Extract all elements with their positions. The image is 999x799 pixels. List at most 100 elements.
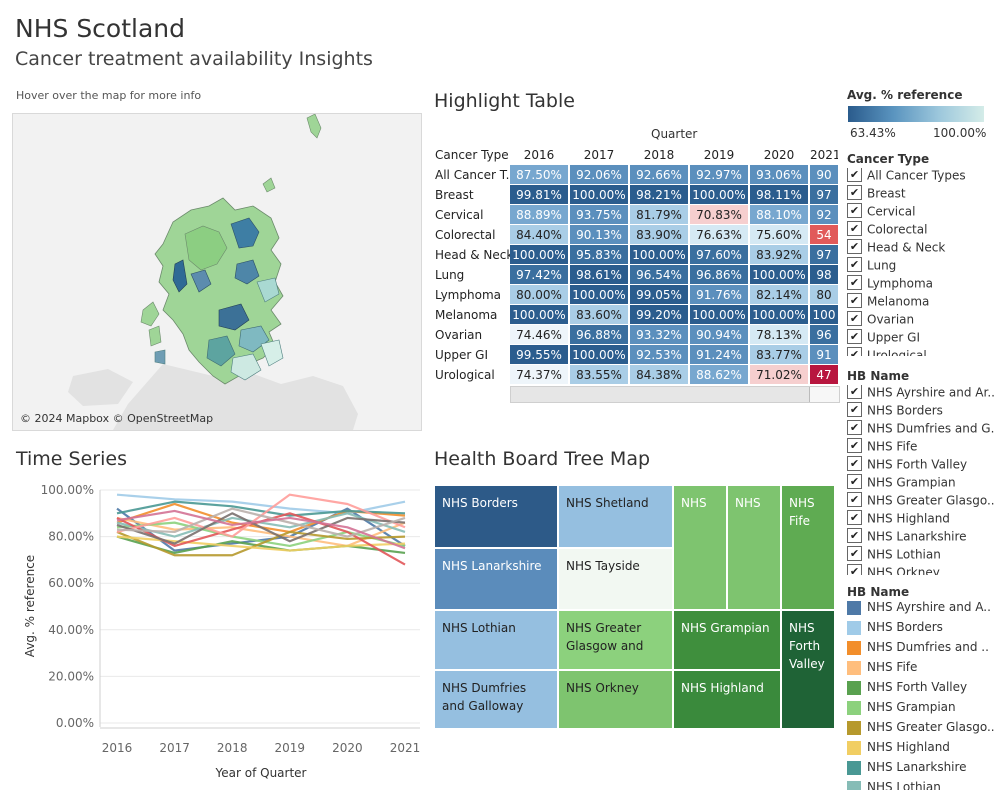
series-line[interactable] <box>116 516 406 548</box>
series-line[interactable] <box>116 512 406 538</box>
time-series-chart[interactable]: 0.00% 20.00% 40.00% 60.00% 80.00% 100.00% 2016… <box>0 476 430 796</box>
cancer-type-row-label[interactable]: Lung <box>435 268 465 282</box>
highlight-cell[interactable]: 97 <box>810 185 838 204</box>
highlight-cell[interactable]: 83.60% <box>570 305 628 324</box>
highlight-cell[interactable]: 96.54% <box>630 265 688 284</box>
highlight-cell[interactable]: 74.46% <box>510 325 568 344</box>
highlight-cell[interactable]: 84.38% <box>630 365 688 384</box>
filter-checkbox-item[interactable]: ✔ Cervical <box>847 203 915 222</box>
highlight-cell[interactable]: 71.02% <box>750 365 808 384</box>
highlight-cell[interactable]: 74.37% <box>510 365 568 384</box>
highlight-cell[interactable]: 92.66% <box>630 165 688 184</box>
island-west-3[interactable] <box>154 349 166 365</box>
highlight-cell[interactable]: 99.20% <box>630 305 688 324</box>
checkbox-checked-icon[interactable]: ✔ <box>847 257 862 272</box>
highlight-cell[interactable]: 99.81% <box>510 185 568 204</box>
checkbox-checked-icon[interactable]: ✔ <box>847 546 862 561</box>
checkbox-checked-icon[interactable]: ✔ <box>847 492 862 507</box>
highlight-cell[interactable]: 100.00% <box>630 245 688 264</box>
western-isles-detail[interactable] <box>172 259 188 293</box>
checkbox-checked-icon[interactable]: ✔ <box>847 564 862 575</box>
island-west-2[interactable] <box>148 325 162 347</box>
highlight-cell[interactable]: 91.76% <box>690 285 748 304</box>
filter-checkbox-item[interactable]: ✔ NHS Highland <box>847 510 950 529</box>
filter-checkbox-item[interactable]: ✔ Upper GI <box>847 329 920 348</box>
grampian-region-dark[interactable] <box>230 217 260 249</box>
highlight-cell[interactable]: 100.00% <box>750 305 808 324</box>
filter-checkbox-item[interactable]: ✔ NHS Greater Glasgo.. <box>847 492 995 511</box>
cancer-type-row-label[interactable]: Ovarian <box>435 328 483 342</box>
tile-nhs-forth-valley[interactable]: NHS Forth Valley <box>781 610 835 729</box>
series-line[interactable] <box>116 509 406 550</box>
checkbox-checked-icon[interactable]: ✔ <box>847 203 862 218</box>
highlight-cell[interactable]: 97 <box>810 245 838 264</box>
filter-checkbox-item[interactable]: ✔ NHS Grampian <box>847 474 956 493</box>
highlight-cell[interactable]: 87.50% <box>510 165 568 184</box>
filter-checkbox-item[interactable]: ✔ NHS Lanarkshire <box>847 528 967 547</box>
highlight-cell[interactable]: 96 <box>810 325 838 344</box>
highlight-cell[interactable]: 88.10% <box>750 205 808 224</box>
highlight-cell[interactable]: 96.88% <box>570 325 628 344</box>
tile-nhs-fife[interactable]: NHS Fife <box>781 485 835 610</box>
checkbox-checked-icon[interactable]: ✔ <box>847 185 862 200</box>
checkbox-checked-icon[interactable]: ✔ <box>847 456 862 471</box>
highlight-cell[interactable]: 93.75% <box>570 205 628 224</box>
year-column-header[interactable]: 2016 <box>523 148 555 162</box>
cancer-type-row-label[interactable]: Cervical <box>435 208 484 222</box>
checkbox-checked-icon[interactable]: ✔ <box>847 528 862 543</box>
table-horizontal-scrollbar[interactable] <box>510 386 840 403</box>
series-line[interactable] <box>116 507 406 538</box>
scotland-map[interactable] <box>12 113 422 431</box>
highlight-cell[interactable]: 90.13% <box>570 225 628 244</box>
highlight-cell[interactable]: 91.24% <box>690 345 748 364</box>
cancer-type-filter-list[interactable]: ✔ All Cancer Types ✔ Breast ✔ Cervical ✔ Colore… <box>845 168 995 356</box>
cancer-type-row-label[interactable]: Breast <box>435 188 474 202</box>
highlight-cell[interactable]: 78.13% <box>750 325 808 344</box>
highlight-cell[interactable]: 100.00% <box>570 285 628 304</box>
filter-checkbox-item[interactable]: ✔ Lymphoma <box>847 275 933 294</box>
year-column-header[interactable]: 2021 <box>810 148 838 162</box>
filter-checkbox-item[interactable]: ✔ Breast <box>847 185 906 204</box>
highlight-cell[interactable]: 83.90% <box>630 225 688 244</box>
cancer-type-row-label[interactable]: Colorectal <box>435 228 496 242</box>
highlight-cell[interactable]: 95.83% <box>570 245 628 264</box>
highlight-cell[interactable]: 100.00% <box>510 245 568 264</box>
highlight-cell[interactable]: 84.40% <box>510 225 568 244</box>
ayrshire-region[interactable] <box>206 335 236 367</box>
highlight-cell[interactable]: 76.63% <box>690 225 748 244</box>
highlight-cell[interactable]: 83.55% <box>570 365 628 384</box>
checkbox-checked-icon[interactable]: ✔ <box>847 402 862 417</box>
filter-checkbox-item[interactable]: ✔ All Cancer Types <box>847 168 966 186</box>
tile-nhs-shetland[interactable]: NHS Shetland <box>558 485 673 548</box>
highlight-cell[interactable]: 98.11% <box>750 185 808 204</box>
hb-name-filter-list[interactable]: ✔ NHS Ayrshire and Ar.. ✔ NHS Borders ✔ NHS D… <box>845 385 995 575</box>
highlight-cell[interactable]: 88.62% <box>690 365 748 384</box>
dumfries-region[interactable] <box>230 353 262 381</box>
highlight-cell[interactable]: 81.79% <box>630 205 688 224</box>
highlight-cell[interactable]: 96.86% <box>690 265 748 284</box>
checkbox-checked-icon[interactable]: ✔ <box>847 311 862 326</box>
filter-checkbox-item[interactable]: ✔ NHS Forth Valley <box>847 456 967 475</box>
series-line[interactable] <box>116 512 406 545</box>
highlight-cell[interactable]: 99.05% <box>630 285 688 304</box>
cancer-type-row-label[interactable]: Lymphoma <box>435 288 501 302</box>
year-column-header[interactable]: 2020 <box>763 148 795 162</box>
filter-checkbox-item[interactable]: ✔ Urological <box>847 347 927 356</box>
checkbox-checked-icon[interactable]: ✔ <box>847 239 862 254</box>
island-west-1[interactable] <box>140 301 160 327</box>
tile-nhs-grampian[interactable]: NHS Grampian <box>673 610 781 670</box>
highlight-cell[interactable]: 70.83% <box>690 205 748 224</box>
highlight-cell[interactable]: 88.89% <box>510 205 568 224</box>
scrollbar-thumb[interactable] <box>511 387 810 402</box>
highlight-cell[interactable]: 47 <box>810 365 838 384</box>
filter-checkbox-item[interactable]: ✔ Head & Neck <box>847 239 945 258</box>
tile-nhs-tayside[interactable]: NHS Tayside <box>558 548 673 610</box>
checkbox-checked-icon[interactable]: ✔ <box>847 347 862 356</box>
checkbox-checked-icon[interactable]: ✔ <box>847 385 862 399</box>
cancer-type-row-label[interactable]: Melanoma <box>435 308 498 322</box>
filter-checkbox-item[interactable]: ✔ NHS Ayrshire and Ar.. <box>847 385 995 403</box>
series-line[interactable] <box>116 507 406 552</box>
highland-subregion[interactable] <box>190 269 212 293</box>
filter-checkbox-item[interactable]: ✔ NHS Dumfries and G.. <box>847 420 995 439</box>
glasgow-region[interactable] <box>218 303 250 331</box>
